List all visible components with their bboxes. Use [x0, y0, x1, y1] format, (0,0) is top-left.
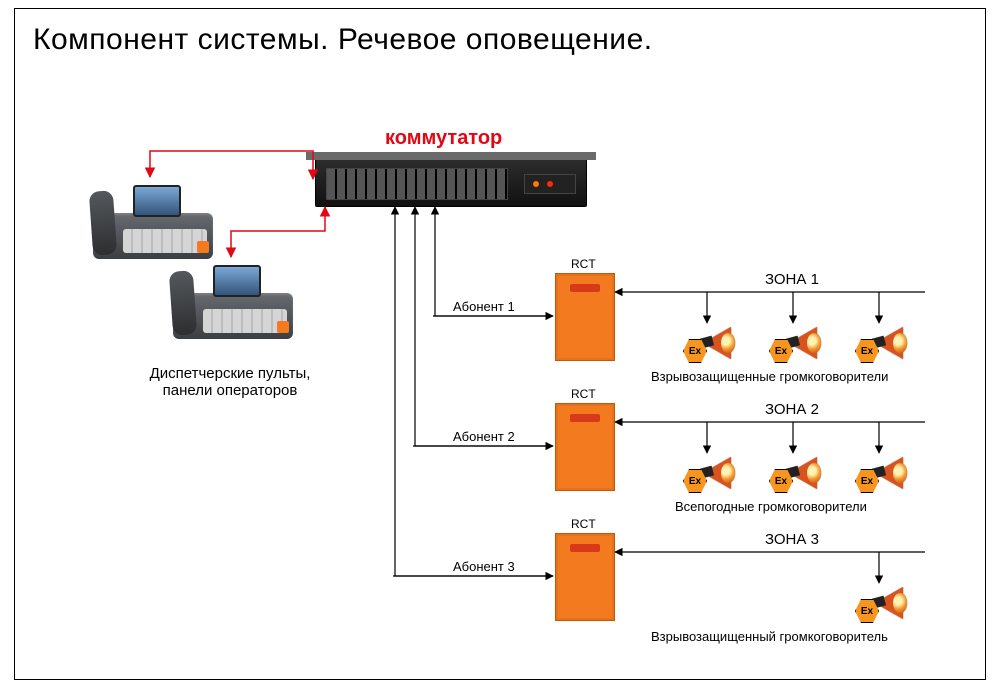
- rct-box-1: [555, 273, 615, 361]
- wires-svg: [15, 9, 987, 681]
- switch-device: [315, 159, 587, 207]
- zone-label-1: ЗОНА 1: [765, 271, 819, 288]
- page-title: Компонент системы. Речевое оповещение.: [33, 23, 653, 57]
- speaker-z2-3: Ex: [855, 455, 903, 495]
- speaker-z1-3: Ex: [855, 325, 903, 365]
- abonent-label-3: Абонент 3: [453, 559, 515, 574]
- speaker-z3-1: Ex: [855, 585, 903, 625]
- switch-label: коммутатор: [385, 127, 502, 150]
- rct-label-1: RCT: [571, 257, 596, 271]
- speaker-z1-1: Ex: [683, 325, 731, 365]
- speakers-caption-1: Взрывозащищенные громкоговорители: [651, 369, 888, 384]
- speakers-caption-3: Взрывозащищенный громкоговоритель: [651, 629, 888, 644]
- switch-lights: [524, 174, 576, 194]
- speaker-z2-1: Ex: [683, 455, 731, 495]
- speaker-z1-2: Ex: [769, 325, 817, 365]
- phone-2: [173, 259, 293, 339]
- rct-label-2: RCT: [571, 387, 596, 401]
- switch-ports: [326, 168, 508, 200]
- abonent-label-2: Абонент 2: [453, 429, 515, 444]
- rct-label-3: RCT: [571, 517, 596, 531]
- zone-label-3: ЗОНА 3: [765, 531, 819, 548]
- rct-box-3: [555, 533, 615, 621]
- abonent-label-1: Абонент 1: [453, 299, 515, 314]
- phone-1: [93, 179, 213, 259]
- speakers-caption-2: Всепогодные громкоговорители: [675, 499, 867, 514]
- rct-box-2: [555, 403, 615, 491]
- phones-caption: Диспетчерские пульты, панели операторов: [130, 365, 330, 399]
- diagram-frame: Компонент системы. Речевое оповещение. к…: [14, 8, 986, 680]
- speaker-z2-2: Ex: [769, 455, 817, 495]
- zone-label-2: ЗОНА 2: [765, 401, 819, 418]
